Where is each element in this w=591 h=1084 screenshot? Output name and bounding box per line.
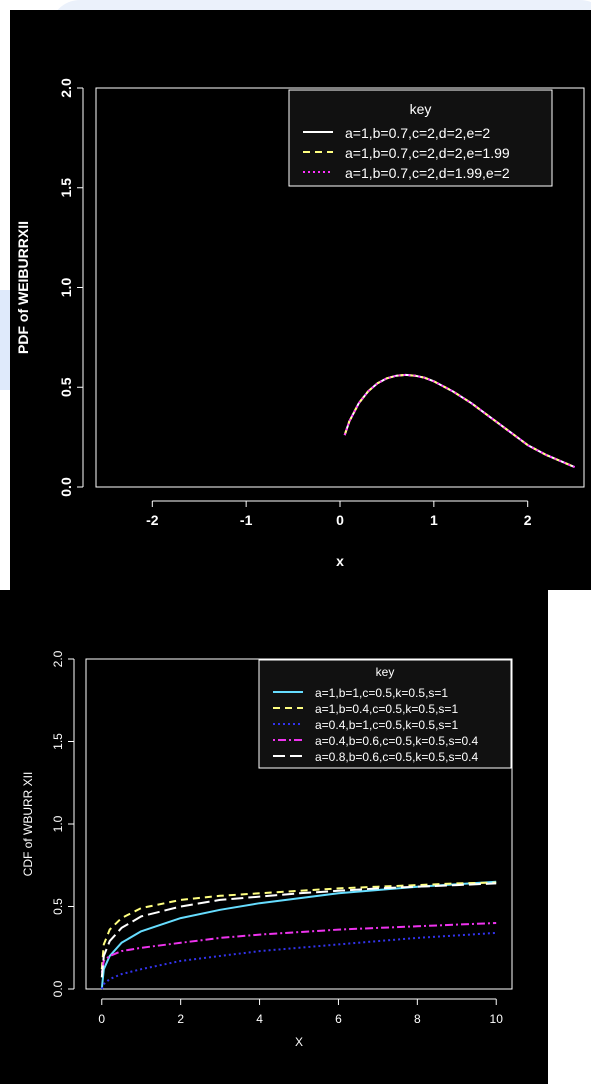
y-tick-label: 0.5 (51, 898, 65, 915)
y-tick-label: 1.5 (58, 178, 74, 198)
x-axis-title: x (336, 553, 344, 569)
legend-entry: a=1,b=1,c=0.5,k=0.5,s=1 (315, 686, 448, 700)
series-line-1 (100, 880, 497, 990)
series-line-3 (100, 931, 497, 990)
series-line-2 (100, 881, 497, 970)
legend-entry: a=1,b=0.7,c=2,d=2,e=1.99 (345, 145, 510, 161)
x-tick-label: 8 (414, 1012, 421, 1026)
x-tick-label: 6 (335, 1012, 342, 1026)
pdf-chart-panel: -2 -1 0 1 2 0.0 0.5 1.0 1.5 2.0 x PDF of WEIBURRXII… (10, 10, 591, 590)
x-tick-label: -2 (146, 512, 159, 528)
pdf-chart: -2 -1 0 1 2 0.0 0.5 1.0 1.5 2.0 x PDF of WEIBURRXII… (15, 78, 585, 569)
x-tick-label: -1 (240, 512, 253, 528)
series-line-1 (343, 373, 575, 469)
x-tick-label: 1 (430, 512, 438, 528)
legend-entry: a=0.4,b=0.6,c=0.5,k=0.5,s=0.4 (315, 734, 478, 748)
x-tick-label: 2 (177, 1012, 184, 1026)
legend-entry: a=1,b=0.7,c=2,d=2,e=2 (345, 125, 490, 141)
series-line-5 (100, 882, 497, 978)
y-axis-title: PDF of WEIBURRXII (15, 221, 31, 354)
legend-title: key (376, 665, 395, 679)
y-tick-label: 0.5 (58, 377, 74, 397)
legend-entry: a=0.4,b=1,c=0.5,k=0.5,s=1 (315, 718, 458, 732)
y-tick-label: 2.0 (51, 650, 65, 667)
legend-entry: a=1,b=0.4,c=0.5,k=0.5,s=1 (315, 702, 458, 716)
legend-box (288, 89, 553, 187)
y-tick-label: 2.0 (58, 78, 74, 98)
series-line-3 (343, 373, 575, 469)
y-tick-label: 0.0 (51, 980, 65, 997)
plot-area-frame (95, 87, 585, 488)
y-tick-label: 0.0 (58, 477, 74, 497)
y-tick-label: 1.0 (51, 815, 65, 832)
legend-entry: a=1,b=0.7,c=2,d=1.99,e=2 (345, 165, 510, 181)
x-tick-label: 10 (490, 1012, 504, 1026)
x-tick-label: 0 (98, 1012, 105, 1026)
x-tick-label: 4 (256, 1012, 263, 1026)
legend-entry: a=0.8,b=0.6,c=0.5,k=0.5,s=0.4 (315, 750, 478, 764)
series-line-4 (100, 922, 497, 973)
legend-title: key (410, 101, 432, 117)
x-tick-label: 2 (524, 512, 532, 528)
x-tick-label: 0 (336, 512, 344, 528)
cdf-chart-panel: 0 2 4 6 8 10 0.0 0.5 1.0 1.5 2.0 X CDF of WBURR XII k… (0, 590, 548, 1084)
cdf-chart: 0 2 4 6 8 10 0.0 0.5 1.0 1.5 2.0 X CDF of WBURR XII k… (21, 650, 513, 1049)
x-axis-title: X (295, 1035, 303, 1049)
legend-box (258, 659, 512, 769)
plot-area-frame (85, 658, 513, 990)
series-line-2 (343, 373, 575, 469)
y-axis-title: CDF of WBURR XII (21, 772, 35, 877)
y-tick-label: 1.5 (51, 733, 65, 750)
y-tick-label: 1.0 (58, 278, 74, 298)
